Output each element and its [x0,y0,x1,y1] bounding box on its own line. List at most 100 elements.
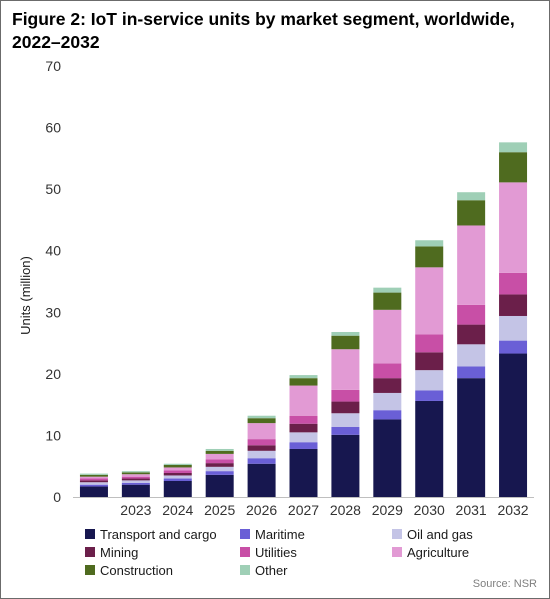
x-tick-label: 2026 [246,502,277,518]
bar-segment [457,378,486,497]
bar-segment [457,344,486,367]
bar-segment [415,334,444,353]
bar-segment [499,152,528,183]
bar-segment [373,419,402,497]
bar-segment [289,415,318,424]
bar-segment [331,331,360,336]
bar-segment [79,486,108,497]
source-note: Source: NSR [472,578,537,590]
y-tick-label: 60 [45,120,61,136]
legend-label: Maritime [255,527,305,542]
bar-segment [373,410,402,420]
bar-segment [121,476,150,479]
bar-segment [247,463,276,497]
legend-swatch [85,547,95,557]
bar-segment [121,478,150,481]
bar-segment [121,484,150,497]
bar-segment [121,480,150,483]
bar-segment [373,309,402,364]
bar-segment [331,335,360,350]
bar-segment [121,471,150,473]
bar-segment [247,418,276,424]
y-axis-title: Units (million) [18,256,33,335]
bar-segment [415,352,444,371]
bar-segment [79,476,108,479]
bar-segment [163,475,192,479]
bar-segment [373,363,402,379]
legend-label: Agriculture [407,545,470,560]
bar-segment [247,415,276,419]
bar-segment [457,192,486,201]
y-tick-label: 40 [45,243,61,259]
bar-segment [331,413,360,427]
bar-segment [205,459,234,464]
bar-segment [121,474,150,477]
bar-segment [331,434,360,497]
bar-segment [247,445,276,451]
y-tick-label: 30 [45,304,61,320]
bar-segment [457,200,486,226]
bar-segment [163,472,192,476]
bar-segment [289,448,318,497]
bar-segment [331,349,360,390]
legend-label: Other [255,563,288,578]
legend-label: Mining [100,545,139,560]
bar-segment [163,478,192,481]
bar-segment [373,287,402,293]
y-tick-label: 50 [45,181,61,197]
x-tick-label: 2024 [162,502,193,518]
bar-segment [373,392,402,411]
bar-segment [457,225,486,305]
x-tick-label: 2023 [120,502,151,518]
chart-legend: Transport and cargo Maritime Oil and gas Mi… [85,526,535,582]
bar-segment [163,480,192,497]
x-tick-label: 2032 [497,502,528,518]
bar-segment [163,464,192,468]
y-tick-label: 0 [53,489,61,505]
bar-segment [247,450,276,459]
chart-title-line-2: 2022–2032 [12,32,100,52]
bar-segment [205,474,234,497]
bar-segment [415,240,444,247]
bar-segment [331,426,360,435]
legend-label: Construction [100,563,173,578]
bar-segment [205,466,234,472]
bar-segment [247,458,276,464]
x-tick-label: 2031 [456,502,487,518]
legend-label: Utilities [255,545,297,560]
bar-segment [499,340,528,354]
legend-label: Transport and cargo [100,527,217,542]
bar-segment [289,378,318,386]
bar-segment [457,366,486,379]
chart-title-line-1: Figure 2: IoT in-service units by market… [12,9,515,29]
bar-segment [499,315,528,341]
legend-swatch [240,565,250,575]
x-tick-label: 2027 [288,502,319,518]
legend-swatch [392,529,402,539]
bar-segment [289,423,318,433]
chart-title: Figure 2: IoT in-service units by market… [12,8,542,54]
bar-segment [79,482,108,485]
x-tick-label: 2028 [330,502,361,518]
x-tick-label: 2025 [204,502,235,518]
bar-segment [499,272,528,295]
bar-segment [205,463,234,467]
bar-segment [457,304,486,325]
bar-segment [247,423,276,440]
bar-segment [205,453,234,460]
bar-segment [499,294,528,316]
bar-segment [373,378,402,393]
bar-segment [205,450,234,454]
bar-segment [289,385,318,416]
bar-segment [121,472,150,475]
bar-segment [289,442,318,449]
bar-segment [289,375,318,379]
bar-segment [79,474,108,477]
bar-segment [205,448,234,451]
y-tick-label: 10 [45,427,61,443]
bar-segment [499,142,528,153]
x-tick-label: 2029 [372,502,403,518]
bar-segment [373,292,402,310]
legend-swatch [85,529,95,539]
